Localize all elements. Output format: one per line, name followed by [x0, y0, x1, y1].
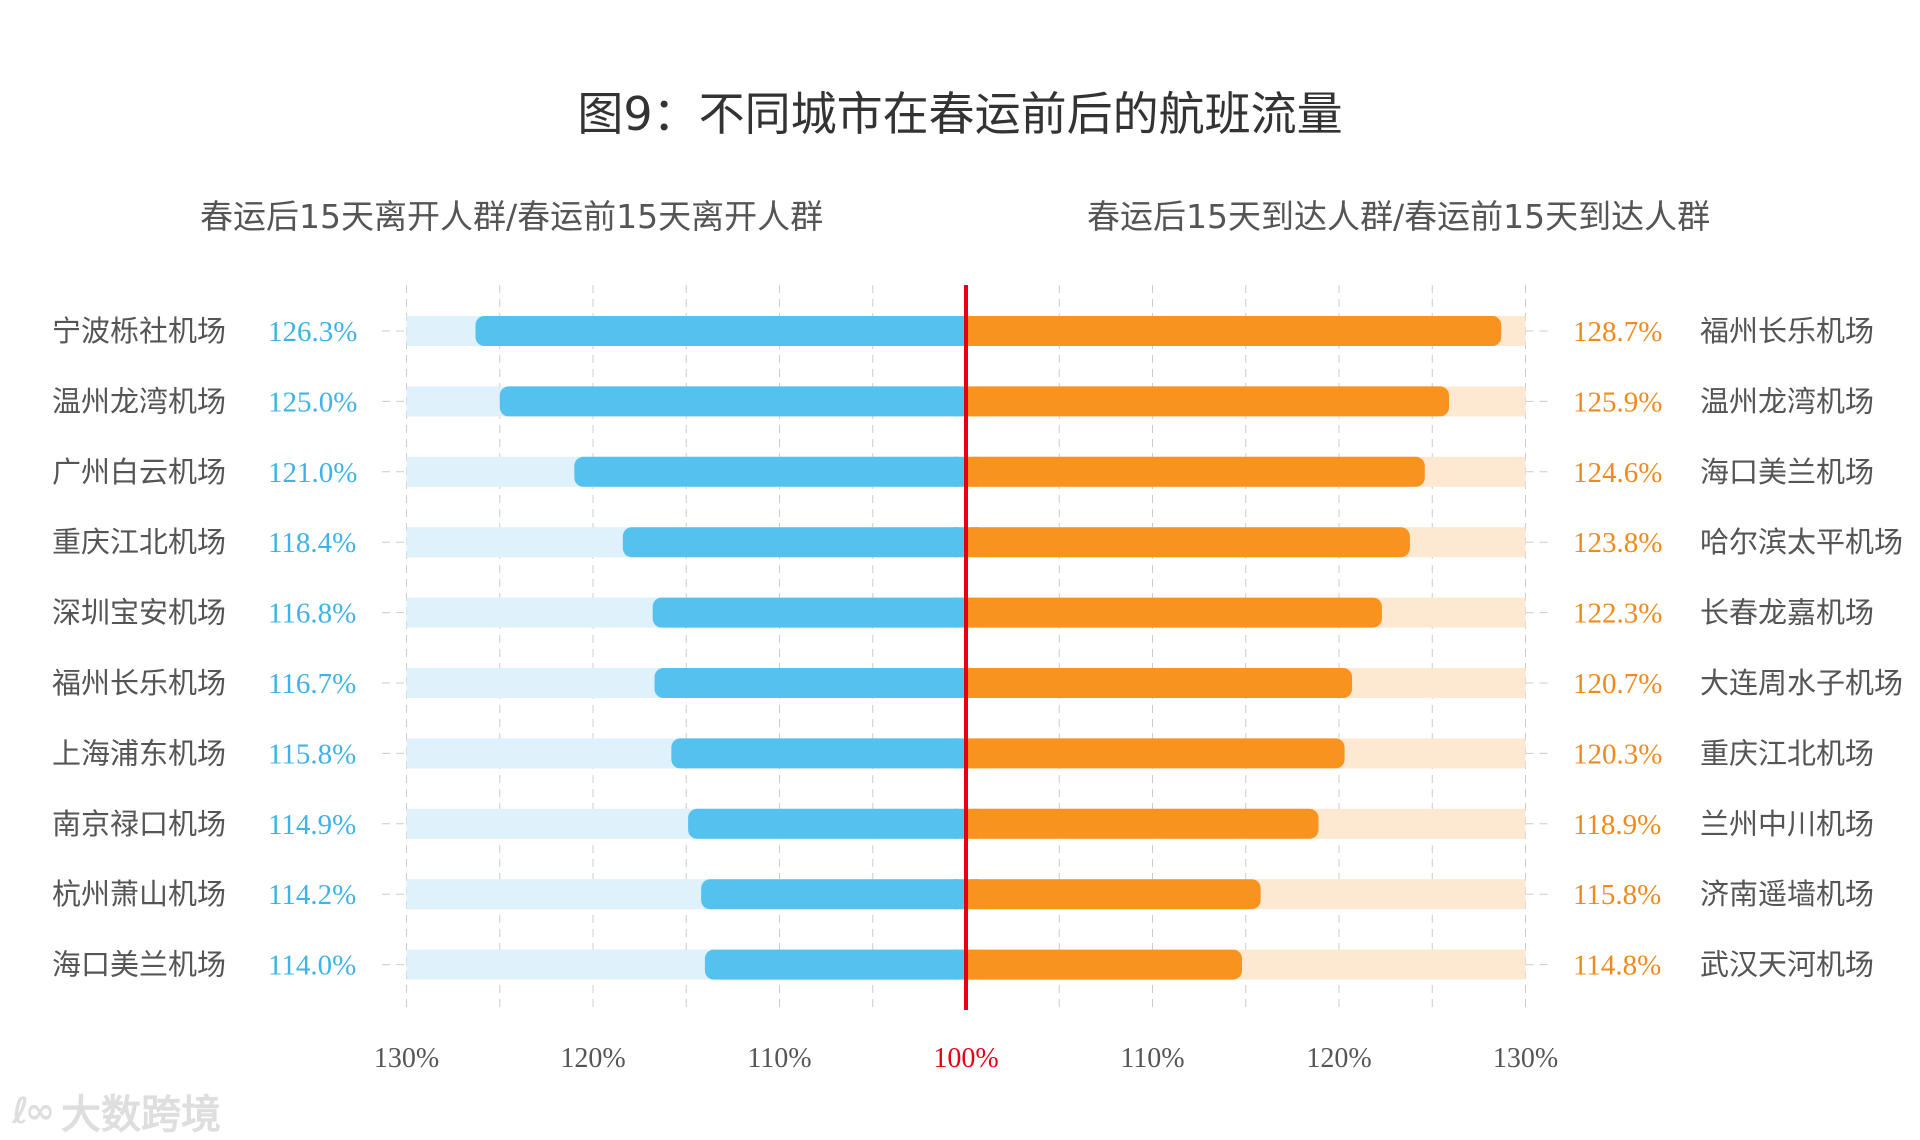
right-value-label: 118.9%	[1573, 809, 1661, 841]
right-airport-label: 武汉天河机场	[1700, 948, 1874, 982]
right-bar-start	[966, 879, 978, 910]
left-bar-end	[954, 808, 966, 839]
x-tick-label: 120%	[1306, 1043, 1371, 1074]
left-bar	[671, 738, 966, 769]
x-tick-label: 130%	[1493, 1043, 1558, 1074]
left-airport-label: 福州长乐机场	[52, 666, 226, 700]
left-value-label: 125.0%	[268, 386, 357, 418]
x-tick-label: 120%	[560, 1043, 625, 1074]
left-bar-end	[954, 527, 966, 558]
right-airport-label: 济南遥墙机场	[1700, 877, 1874, 911]
right-bar-start	[966, 949, 978, 980]
right-value-label: 120.3%	[1573, 738, 1662, 770]
right-bar	[966, 808, 1319, 839]
right-bar	[966, 949, 1243, 980]
right-bar-start	[966, 597, 978, 628]
left-bar-end	[954, 879, 966, 910]
left-bar-end	[954, 597, 966, 628]
right-bar	[966, 456, 1425, 487]
right-bar-start	[966, 456, 978, 487]
right-subtitle: 春运后15天到达人群/春运前15天到达人群	[1087, 197, 1711, 236]
left-value-label: 114.9%	[268, 809, 356, 841]
left-value-label: 114.2%	[268, 879, 356, 911]
watermark: ℓ∞ 大数跨境	[12, 1082, 221, 1140]
left-value-label: 116.8%	[268, 598, 356, 630]
right-value-label: 125.9%	[1573, 386, 1662, 418]
left-value-label: 118.4%	[268, 527, 356, 559]
left-value-label: 126.3%	[268, 316, 357, 348]
left-airport-label: 宁波栎社机场	[52, 314, 226, 348]
right-airport-label: 福州长乐机场	[1700, 314, 1874, 348]
left-bar	[704, 949, 966, 980]
right-airport-label: 兰州中川机场	[1700, 807, 1874, 841]
right-bar-start	[966, 527, 978, 558]
right-bar-start	[966, 808, 978, 839]
x-tick-label: 100%	[933, 1043, 998, 1074]
left-airport-label: 重庆江北机场	[52, 525, 226, 559]
right-bar	[966, 738, 1345, 769]
right-value-label: 124.6%	[1573, 457, 1662, 489]
left-bar	[688, 808, 966, 839]
left-bar-end	[954, 738, 966, 769]
x-tick-label: 110%	[747, 1043, 811, 1074]
left-bar-end	[954, 668, 966, 698]
right-bar	[966, 527, 1410, 558]
right-value-label: 114.8%	[1573, 950, 1661, 982]
left-bar-end	[954, 386, 966, 417]
left-airport-label: 南京禄口机场	[52, 807, 226, 841]
left-airport-label: 温州龙湾机场	[52, 384, 226, 418]
x-tick-label: 110%	[1120, 1043, 1184, 1074]
chart-title: 图9：不同城市在春运前后的航班流量	[577, 87, 1343, 141]
left-airport-label: 海口美兰机场	[52, 948, 226, 982]
x-tick-label: 130%	[374, 1043, 439, 1074]
right-bar	[966, 879, 1261, 910]
left-bar	[574, 456, 966, 487]
right-airport-label: 温州龙湾机场	[1700, 384, 1874, 418]
right-value-label: 128.7%	[1573, 316, 1662, 348]
left-bar	[701, 879, 966, 910]
left-value-label: 116.7%	[268, 668, 356, 700]
left-bar-end	[954, 456, 966, 487]
left-subtitle: 春运后15天离开人群/春运前15天离开人群	[200, 197, 824, 236]
right-bar	[966, 597, 1382, 628]
right-bar	[966, 668, 1353, 698]
left-bar-end	[954, 949, 966, 980]
left-bar	[499, 386, 966, 417]
right-bar-start	[966, 668, 978, 698]
watermark-logo-icon: ℓ∞	[12, 1090, 55, 1132]
right-bar	[966, 386, 1450, 417]
left-airport-label: 杭州萧山机场	[52, 877, 226, 911]
right-bar-start	[966, 316, 978, 346]
left-value-label: 114.0%	[268, 950, 356, 982]
left-bar	[652, 597, 966, 628]
watermark-text: 大数跨境	[60, 1092, 221, 1138]
right-value-label: 115.8%	[1573, 879, 1661, 911]
right-bar-start	[966, 386, 978, 417]
left-airport-label: 深圳宝安机场	[52, 596, 226, 630]
left-airport-label: 广州白云机场	[52, 455, 226, 489]
left-bar	[622, 527, 966, 558]
right-airport-label: 哈尔滨太平机场	[1700, 525, 1903, 559]
right-airport-label: 长春龙嘉机场	[1700, 596, 1874, 630]
right-airport-label: 海口美兰机场	[1700, 455, 1874, 489]
right-airport-label: 大连周水子机场	[1700, 666, 1903, 700]
left-value-label: 115.8%	[268, 738, 356, 770]
right-value-label: 123.8%	[1573, 527, 1662, 559]
left-airport-label: 上海浦东机场	[52, 736, 226, 770]
left-bar	[654, 668, 966, 698]
left-value-label: 121.0%	[268, 457, 357, 489]
left-bar	[475, 316, 966, 346]
right-airport-label: 重庆江北机场	[1700, 736, 1874, 770]
right-value-label: 120.7%	[1573, 668, 1662, 700]
right-value-label: 122.3%	[1573, 598, 1662, 630]
right-bar-start	[966, 738, 978, 769]
right-bar	[966, 316, 1502, 346]
left-bar-end	[954, 316, 966, 346]
